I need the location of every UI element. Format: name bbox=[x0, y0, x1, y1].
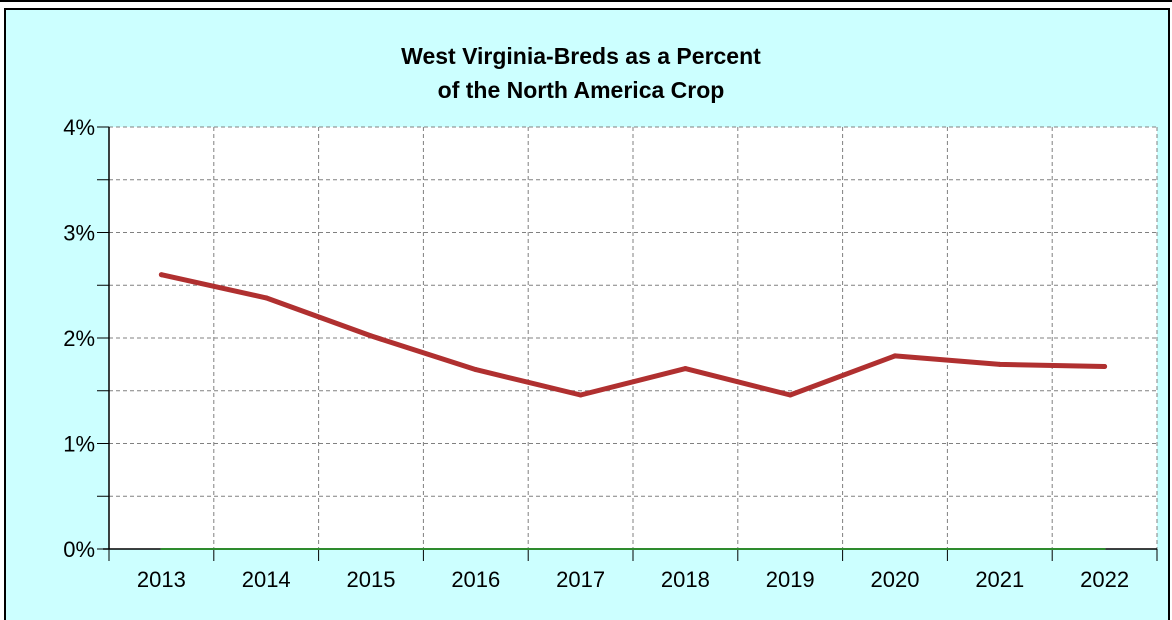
chart-subtitle: of the North America Crop bbox=[438, 77, 725, 103]
x-tick-label: 2018 bbox=[661, 567, 710, 592]
data-point bbox=[997, 361, 1003, 367]
data-point bbox=[158, 272, 164, 278]
x-tick-label: 2016 bbox=[451, 567, 500, 592]
x-tick-label: 2014 bbox=[242, 567, 291, 592]
x-tick-label: 2021 bbox=[975, 567, 1024, 592]
percent-series-line bbox=[158, 272, 1108, 398]
data-point bbox=[787, 392, 793, 398]
x-tick-label: 2013 bbox=[137, 567, 186, 592]
plot-area: 0% 1% 2% 3% 4% 2013 2014 2015 2016 2017 2018 2019 20… bbox=[63, 115, 1158, 592]
x-tick-label: 2019 bbox=[766, 567, 815, 592]
y-tick-label: 2% bbox=[63, 326, 95, 351]
data-point bbox=[682, 366, 688, 372]
data-point bbox=[368, 333, 374, 339]
data-point bbox=[1102, 363, 1108, 369]
y-tick-label: 4% bbox=[63, 115, 95, 140]
data-point bbox=[892, 353, 898, 359]
data-point bbox=[578, 392, 584, 398]
data-point bbox=[263, 295, 269, 301]
top-border bbox=[0, 0, 1172, 2]
data-point bbox=[473, 367, 479, 373]
y-tick-label: 1% bbox=[63, 432, 95, 457]
chart-title: West Virginia-Breds as a Percent bbox=[401, 43, 761, 69]
x-tick-label: 2017 bbox=[556, 567, 605, 592]
y-tick-label: 0% bbox=[63, 537, 95, 562]
x-tick-label: 2020 bbox=[871, 567, 920, 592]
x-tick-label: 2022 bbox=[1080, 567, 1129, 592]
y-tick-label: 3% bbox=[63, 221, 95, 246]
x-tick-label: 2015 bbox=[347, 567, 396, 592]
